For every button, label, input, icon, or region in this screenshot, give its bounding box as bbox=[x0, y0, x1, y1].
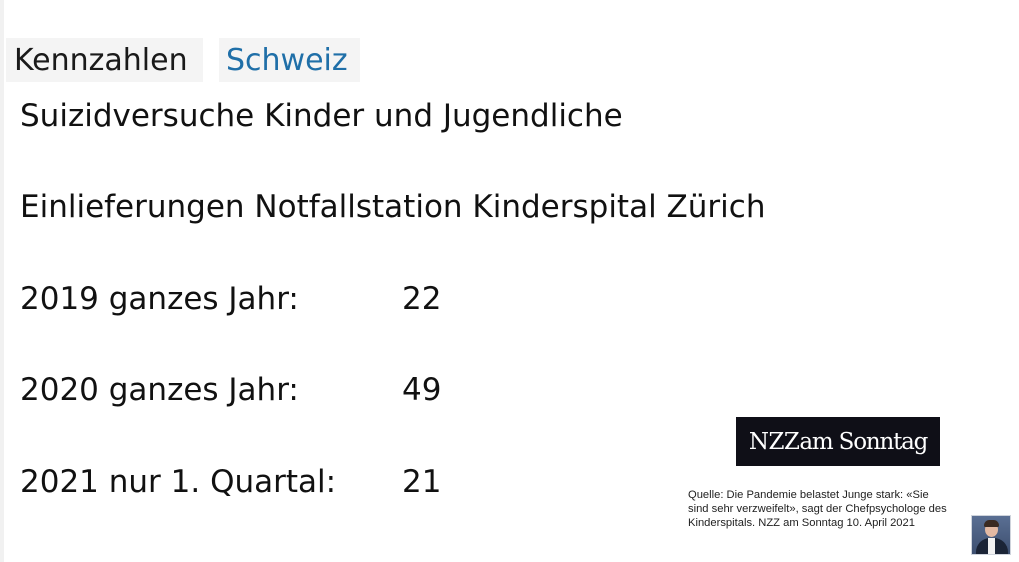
row-label-2020: 2020 ganzes Jahr: bbox=[20, 372, 299, 408]
logo-nzz-text: NZZ bbox=[748, 428, 800, 455]
slide-subtitle: Suizidversuche Kinder und Jugendliche bbox=[20, 98, 623, 134]
source-line-3: Kinderspitals. NZZ am Sonntag 10. April … bbox=[688, 517, 915, 529]
slide-station-heading: Einlieferungen Notfallstation Kinderspit… bbox=[20, 189, 766, 225]
header-schweiz: Schweiz bbox=[219, 38, 360, 82]
logo-rest-text: am Sonntag bbox=[799, 428, 928, 455]
source-citation: Quelle: Die Pandemie belastet Junge star… bbox=[688, 488, 988, 530]
header-schweiz-text: Schweiz bbox=[226, 42, 348, 78]
slide-left-edge bbox=[0, 0, 4, 562]
nzz-am-sonntag-logo: NZZ am Sonntag bbox=[736, 417, 940, 466]
presenter-video-thumbnail-icon[interactable] bbox=[971, 515, 1011, 555]
header-kennzahlen: Kennzahlen bbox=[6, 38, 203, 82]
header-kennzahlen-text: Kennzahlen bbox=[14, 42, 188, 78]
row-value-2021: 21 bbox=[402, 464, 442, 500]
row-label-2019: 2019 ganzes Jahr: bbox=[20, 281, 299, 317]
row-value-2020: 49 bbox=[402, 372, 442, 408]
source-line-2: sind sehr verzweifelt», sagt der Chefpsy… bbox=[688, 503, 947, 515]
source-line-1: Quelle: Die Pandemie belastet Junge star… bbox=[688, 489, 929, 501]
row-label-2021: 2021 nur 1. Quartal: bbox=[20, 464, 337, 500]
row-value-2019: 22 bbox=[402, 281, 442, 317]
